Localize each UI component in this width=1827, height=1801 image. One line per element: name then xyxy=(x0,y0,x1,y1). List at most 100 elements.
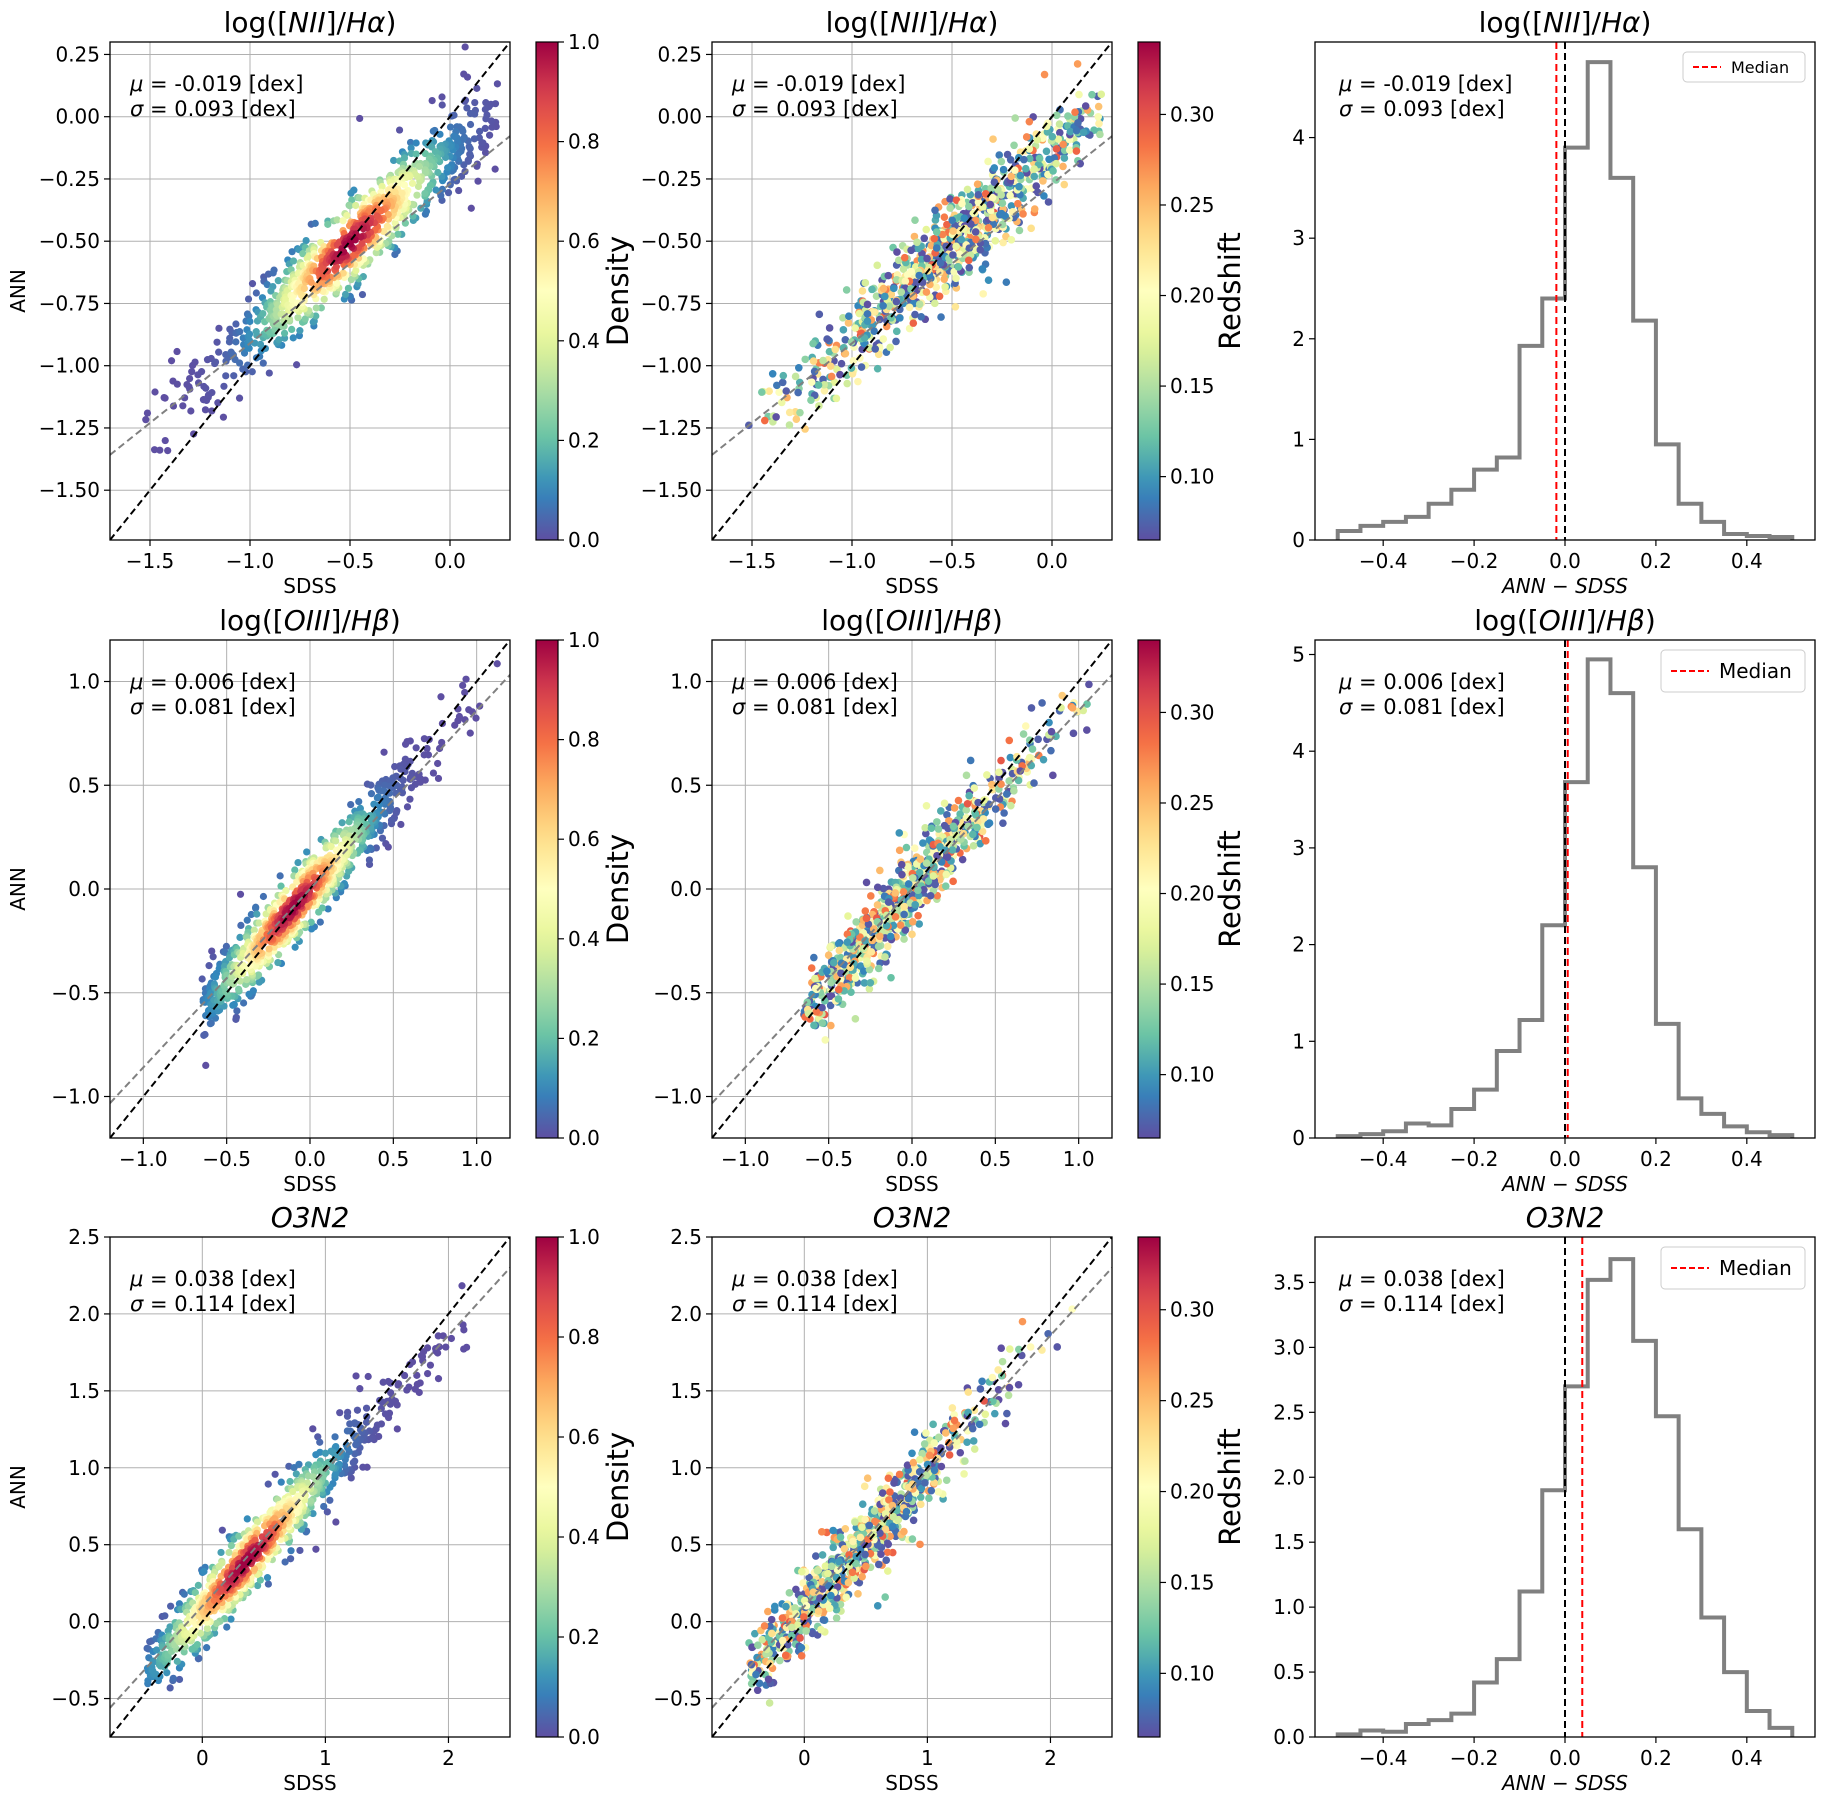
scatter-point xyxy=(309,1473,317,1481)
y-tick-label: −0.50 xyxy=(39,229,100,253)
scatter-point xyxy=(957,235,966,244)
scatter-point xyxy=(169,1674,177,1682)
scatter-point xyxy=(236,933,244,941)
scatter-point xyxy=(1007,801,1015,810)
scatter-point xyxy=(874,1560,883,1569)
y-tick-label: −0.5 xyxy=(653,981,702,1005)
scatter-point xyxy=(852,918,861,926)
scatter-point xyxy=(1079,128,1088,137)
scatter-point xyxy=(367,790,376,798)
scatter-point xyxy=(188,1645,196,1653)
scatter-point xyxy=(976,839,984,848)
scatter-point xyxy=(926,891,935,900)
y-tick-label: −0.5 xyxy=(51,981,100,1005)
scatter-point xyxy=(850,1574,858,1582)
scatter-point xyxy=(475,127,484,135)
scatter-point xyxy=(346,202,354,210)
scatter-point xyxy=(259,359,267,367)
scatter-point xyxy=(750,1629,759,1638)
scatter-point xyxy=(275,336,283,344)
scatter-point xyxy=(943,853,952,861)
scatter-point xyxy=(913,278,921,287)
scatter-point xyxy=(865,965,874,974)
scatter-point xyxy=(149,1658,157,1666)
scatter-point xyxy=(878,1489,887,1497)
scatter-point xyxy=(997,191,1006,199)
scatter-point xyxy=(437,693,445,701)
scatter-point xyxy=(493,660,501,668)
scatter-point xyxy=(909,1458,918,1467)
scatter-point xyxy=(932,244,941,252)
fit-line xyxy=(712,674,1112,1104)
scatter-point xyxy=(201,406,210,414)
scatter-point xyxy=(391,762,399,771)
scatter-point xyxy=(198,975,206,983)
scatter-point xyxy=(811,1552,820,1560)
colorbar-tick-label: 0.10 xyxy=(1170,1063,1215,1087)
scatter-point xyxy=(929,872,938,880)
scatter-point xyxy=(1083,726,1091,734)
scatter-point xyxy=(965,202,973,211)
scatter-point xyxy=(429,769,438,777)
scatter-point xyxy=(362,1404,371,1412)
scatter-point xyxy=(966,756,975,765)
scatter-point xyxy=(936,259,945,267)
y-tick-label: 1 xyxy=(1292,427,1305,451)
x-tick-label: 1.0 xyxy=(1063,1147,1095,1171)
scatter-point xyxy=(916,855,925,864)
scatter-point xyxy=(340,248,348,256)
scatter-point xyxy=(872,292,881,300)
scatter-point xyxy=(378,787,386,795)
scatter-point xyxy=(397,820,405,829)
scatter-point xyxy=(1025,154,1034,163)
scatter-point xyxy=(879,884,888,893)
scatter-point xyxy=(823,335,831,343)
scatter-point xyxy=(859,967,868,975)
scatter-point xyxy=(401,740,410,748)
scatter-point xyxy=(467,204,475,212)
scatter-point xyxy=(263,281,271,289)
scatter-point xyxy=(932,283,941,291)
scatter-point xyxy=(931,299,939,308)
scatter-point xyxy=(847,364,856,372)
scatter-point xyxy=(810,1021,818,1030)
scatter-point xyxy=(942,242,950,251)
panel-title: O3N2 xyxy=(271,1201,350,1234)
scatter-point xyxy=(792,415,801,424)
scatter-point xyxy=(351,1450,359,1458)
scatter-point xyxy=(908,930,916,939)
scatter-point xyxy=(359,1463,367,1471)
scatter-point xyxy=(949,822,958,831)
scatter-point xyxy=(355,797,363,806)
y-tick-label: 0.25 xyxy=(657,42,702,66)
scatter-point xyxy=(900,902,908,911)
scatter-point xyxy=(460,161,468,169)
scatter-point xyxy=(863,310,872,318)
scatter-point xyxy=(1007,236,1016,244)
x-axis-label: SDSS xyxy=(283,1172,337,1196)
scatter-point xyxy=(459,1321,467,1329)
scatter-point xyxy=(463,73,472,81)
scatter-point xyxy=(332,1469,340,1478)
scatter-point xyxy=(163,1669,171,1677)
scatter-point xyxy=(1014,199,1022,208)
y-tick-label: −0.75 xyxy=(641,291,702,315)
scatter-point xyxy=(446,123,455,131)
scatter-point xyxy=(998,220,1007,229)
scatter-point xyxy=(1034,735,1042,744)
scatter-point xyxy=(1015,226,1024,235)
scatter-point xyxy=(946,204,954,212)
scatter-point xyxy=(244,295,253,303)
scatter-point xyxy=(1052,111,1061,120)
scatter-point xyxy=(289,257,298,265)
scatter-point xyxy=(236,328,244,336)
scatter-point xyxy=(922,1429,930,1437)
colorbar-label: Redshift xyxy=(1213,232,1247,350)
scatter-point xyxy=(434,774,443,783)
scatter-point xyxy=(914,886,922,895)
scatter-point xyxy=(914,911,922,920)
scatter-point xyxy=(985,800,993,809)
scatter-point xyxy=(1002,278,1011,287)
scatter-point xyxy=(908,1449,916,1458)
scatter-point xyxy=(406,1360,414,1369)
